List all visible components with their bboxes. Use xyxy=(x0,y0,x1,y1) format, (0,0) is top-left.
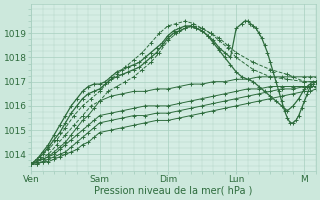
X-axis label: Pression niveau de la mer( hPa ): Pression niveau de la mer( hPa ) xyxy=(94,186,253,196)
